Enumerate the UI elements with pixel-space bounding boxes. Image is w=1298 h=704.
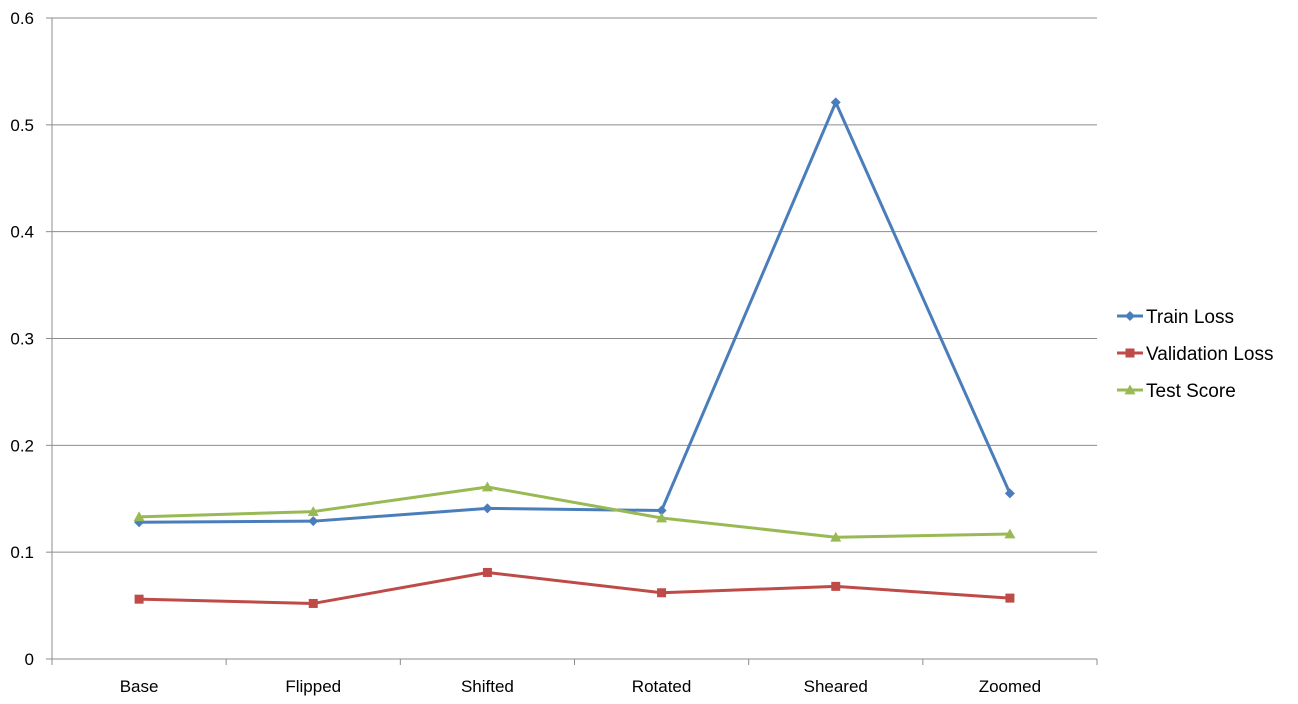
x-tick-label: Base — [120, 677, 159, 696]
series-line-test-score — [139, 485, 1010, 539]
data-point-test-score — [481, 481, 493, 492]
legend-item-validation-loss: Validation Loss — [1117, 344, 1273, 365]
data-point-validation-loss — [657, 588, 667, 598]
y-tick-label: 0.2 — [10, 436, 34, 455]
series-test-score — [133, 481, 1016, 542]
y-tick-label: 0 — [25, 650, 34, 669]
series-line-train-loss — [139, 100, 1012, 524]
y-axis-tick-labels: 0 0.1 0.2 0.3 0.4 0.5 0.6 — [10, 9, 34, 669]
data-point-train-loss — [482, 503, 493, 514]
legend-label-validation-loss: Validation Loss — [1146, 344, 1273, 365]
series-validation-loss — [134, 567, 1015, 608]
data-point-train-loss — [308, 516, 319, 527]
x-tick-label: Shifted — [461, 677, 514, 696]
legend-item-train-loss: Train Loss — [1117, 307, 1234, 328]
data-point-test-score — [133, 511, 145, 522]
x-tick-label: Rotated — [632, 677, 692, 696]
x-tick-label: Flipped — [285, 677, 341, 696]
legend-marker-train-loss — [1125, 311, 1135, 321]
data-point-validation-loss — [482, 567, 492, 577]
legend-marker-test-score — [1124, 384, 1136, 395]
data-point-validation-loss — [831, 581, 841, 591]
y-tick-label: 0.1 — [10, 543, 34, 562]
legend-marker-validation-loss — [1125, 348, 1135, 358]
data-point-test-score — [830, 531, 842, 542]
data-point-train-loss — [1004, 488, 1015, 499]
series-lines — [133, 97, 1016, 608]
y-tick-label: 0.3 — [10, 330, 34, 349]
legend: Train Loss Validation Loss Test Score — [1117, 307, 1273, 402]
x-tick-label: Zoomed — [979, 677, 1041, 696]
series-train-loss — [134, 97, 1015, 528]
axes — [46, 17, 1098, 665]
legend-label-train-loss: Train Loss — [1146, 307, 1234, 328]
data-point-test-score — [307, 506, 319, 516]
y-tick-label: 0.4 — [10, 223, 34, 242]
gridlines — [52, 17, 1097, 553]
y-tick-label: 0.5 — [10, 116, 34, 135]
x-tick-label: Sheared — [804, 677, 868, 696]
data-point-validation-loss — [308, 598, 318, 608]
x-axis-tick-labels: Base Flipped Shifted Rotated Sheared Zoomed — [120, 677, 1041, 696]
y-tick-label: 0.6 — [10, 9, 34, 28]
data-point-test-score — [1004, 528, 1016, 539]
legend-label-test-score: Test Score — [1146, 381, 1236, 402]
data-point-train-loss — [656, 505, 667, 516]
series-line-validation-loss — [139, 570, 1011, 605]
legend-item-test-score: Test Score — [1117, 381, 1236, 402]
data-point-validation-loss — [134, 594, 144, 604]
data-point-validation-loss — [1005, 593, 1015, 603]
data-point-test-score — [656, 512, 668, 523]
data-point-train-loss — [830, 97, 841, 108]
